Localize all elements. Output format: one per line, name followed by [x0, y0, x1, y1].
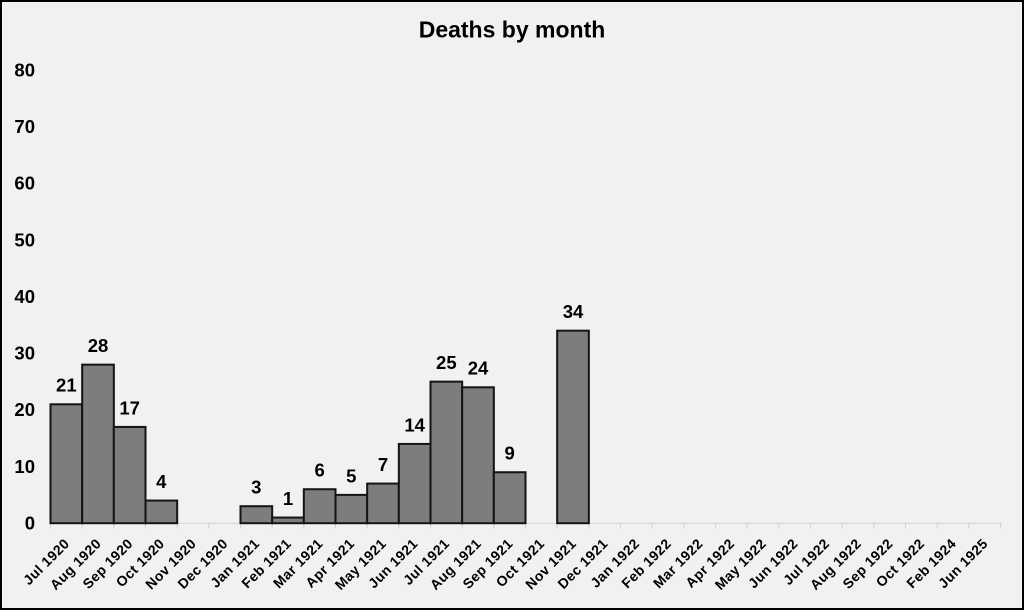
- svg-text:80: 80: [14, 59, 35, 80]
- svg-text:25: 25: [436, 352, 457, 373]
- svg-text:3: 3: [251, 477, 261, 498]
- svg-text:17: 17: [119, 397, 140, 418]
- svg-text:0: 0: [25, 512, 35, 533]
- svg-text:10: 10: [14, 456, 35, 477]
- svg-text:28: 28: [88, 335, 109, 356]
- svg-text:70: 70: [14, 116, 35, 137]
- svg-text:30: 30: [14, 343, 35, 364]
- svg-text:60: 60: [14, 173, 35, 194]
- svg-text:20: 20: [14, 399, 35, 420]
- svg-text:4: 4: [156, 471, 167, 492]
- svg-text:34: 34: [563, 301, 584, 322]
- svg-text:21: 21: [56, 375, 77, 396]
- svg-text:14: 14: [404, 414, 425, 435]
- svg-text:24: 24: [468, 358, 489, 379]
- svg-text:7: 7: [378, 454, 388, 475]
- svg-text:Deaths by month: Deaths by month: [419, 17, 606, 43]
- svg-text:6: 6: [315, 460, 325, 481]
- svg-text:50: 50: [14, 229, 35, 250]
- svg-text:9: 9: [505, 443, 515, 464]
- svg-text:5: 5: [346, 465, 356, 486]
- svg-text:40: 40: [14, 286, 35, 307]
- svg-text:1: 1: [283, 488, 293, 509]
